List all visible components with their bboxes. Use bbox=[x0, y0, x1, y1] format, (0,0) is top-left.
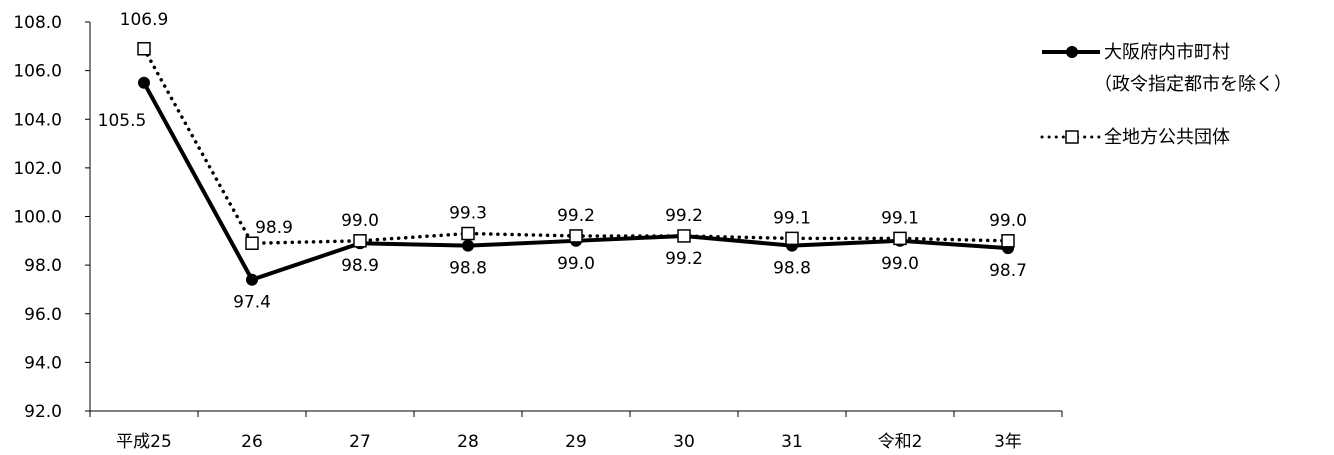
x-tick-label: 平成25 bbox=[116, 432, 172, 452]
data-label-series-1: 98.9 bbox=[341, 256, 379, 276]
y-tick-label: 100.0 bbox=[13, 208, 62, 228]
data-label-series-2: 98.9 bbox=[255, 218, 293, 238]
axes: 92.0 94.0 96.0 98.0 100.0 102.0 104.0 106.0 108.… bbox=[13, 13, 1063, 452]
series-1-point bbox=[138, 76, 150, 89]
data-label-series-2: 99.0 bbox=[989, 211, 1027, 231]
data-label-series-1: 98.8 bbox=[449, 259, 487, 279]
legend-label-series-1-line2: （政令指定都市を除く） bbox=[1094, 74, 1292, 95]
series-2-point bbox=[677, 229, 691, 243]
series-2-point bbox=[1001, 234, 1015, 248]
series-2-point bbox=[353, 234, 367, 248]
series-2-point bbox=[785, 231, 799, 246]
series-2-point bbox=[893, 231, 907, 246]
y-tick-label: 102.0 bbox=[13, 159, 62, 179]
legend: 大阪府内市町村 （政令指定都市を除く） 全地方公共団体 bbox=[1040, 42, 1292, 148]
data-label-series-2: 99.2 bbox=[557, 206, 595, 226]
data-label-series-1: 99.2 bbox=[665, 249, 703, 269]
data-label-series-2: 99.2 bbox=[665, 206, 703, 226]
y-tick-label: 108.0 bbox=[13, 13, 62, 33]
series-2-point bbox=[245, 236, 259, 250]
y-tick-label: 92.0 bbox=[24, 402, 62, 422]
y-tick-label: 106.0 bbox=[13, 62, 62, 82]
data-label-series-1: 97.4 bbox=[233, 293, 271, 313]
y-tick-label: 96.0 bbox=[24, 305, 62, 325]
legend-marker-series-2 bbox=[1065, 130, 1079, 144]
data-label-series-2: 99.1 bbox=[881, 208, 919, 228]
x-tick-label: 29 bbox=[565, 432, 587, 452]
legend-marker-series-1 bbox=[1066, 46, 1078, 58]
x-tick-label: 31 bbox=[781, 432, 803, 452]
data-label-series-1: 98.7 bbox=[989, 261, 1027, 281]
x-tick-label: 28 bbox=[457, 432, 479, 452]
x-tick-label: 令和2 bbox=[878, 432, 923, 452]
data-label-series-1: 99.0 bbox=[881, 254, 919, 274]
y-tick-label: 98.0 bbox=[24, 256, 62, 276]
data-label-series-2: 99.1 bbox=[773, 208, 811, 228]
x-tick-label: 3年 bbox=[994, 432, 1022, 452]
data-label-series-2: 99.3 bbox=[449, 204, 487, 224]
data-label-series-1: 98.8 bbox=[773, 259, 811, 279]
data-label-series-2: 99.0 bbox=[341, 211, 379, 231]
x-tick-label: 26 bbox=[241, 432, 263, 452]
x-tick-label: 27 bbox=[349, 432, 371, 452]
series-2-point bbox=[461, 226, 475, 241]
data-label-series-1: 105.5 bbox=[98, 111, 147, 131]
y-tick-label: 104.0 bbox=[13, 110, 62, 130]
legend-label-series-2: 全地方公共団体 bbox=[1104, 127, 1230, 148]
series-2-point bbox=[569, 229, 583, 243]
series-line-1 bbox=[142, 81, 1009, 282]
x-tick-label: 30 bbox=[673, 432, 695, 452]
series-1-point bbox=[246, 273, 258, 286]
data-labels: 106.9 98.9 99.0 99.3 99.2 99.2 99.1 99.1 99.0 105… bbox=[98, 10, 1027, 313]
legend-label-series-1: 大阪府内市町村 bbox=[1104, 42, 1230, 63]
series-markers bbox=[137, 41, 1015, 286]
series-1-point bbox=[462, 239, 474, 252]
data-label-series-1: 99.0 bbox=[557, 254, 595, 274]
series-2-point bbox=[137, 41, 151, 56]
data-label-series-2: 106.9 bbox=[120, 10, 169, 30]
y-tick-label: 94.0 bbox=[24, 353, 62, 373]
